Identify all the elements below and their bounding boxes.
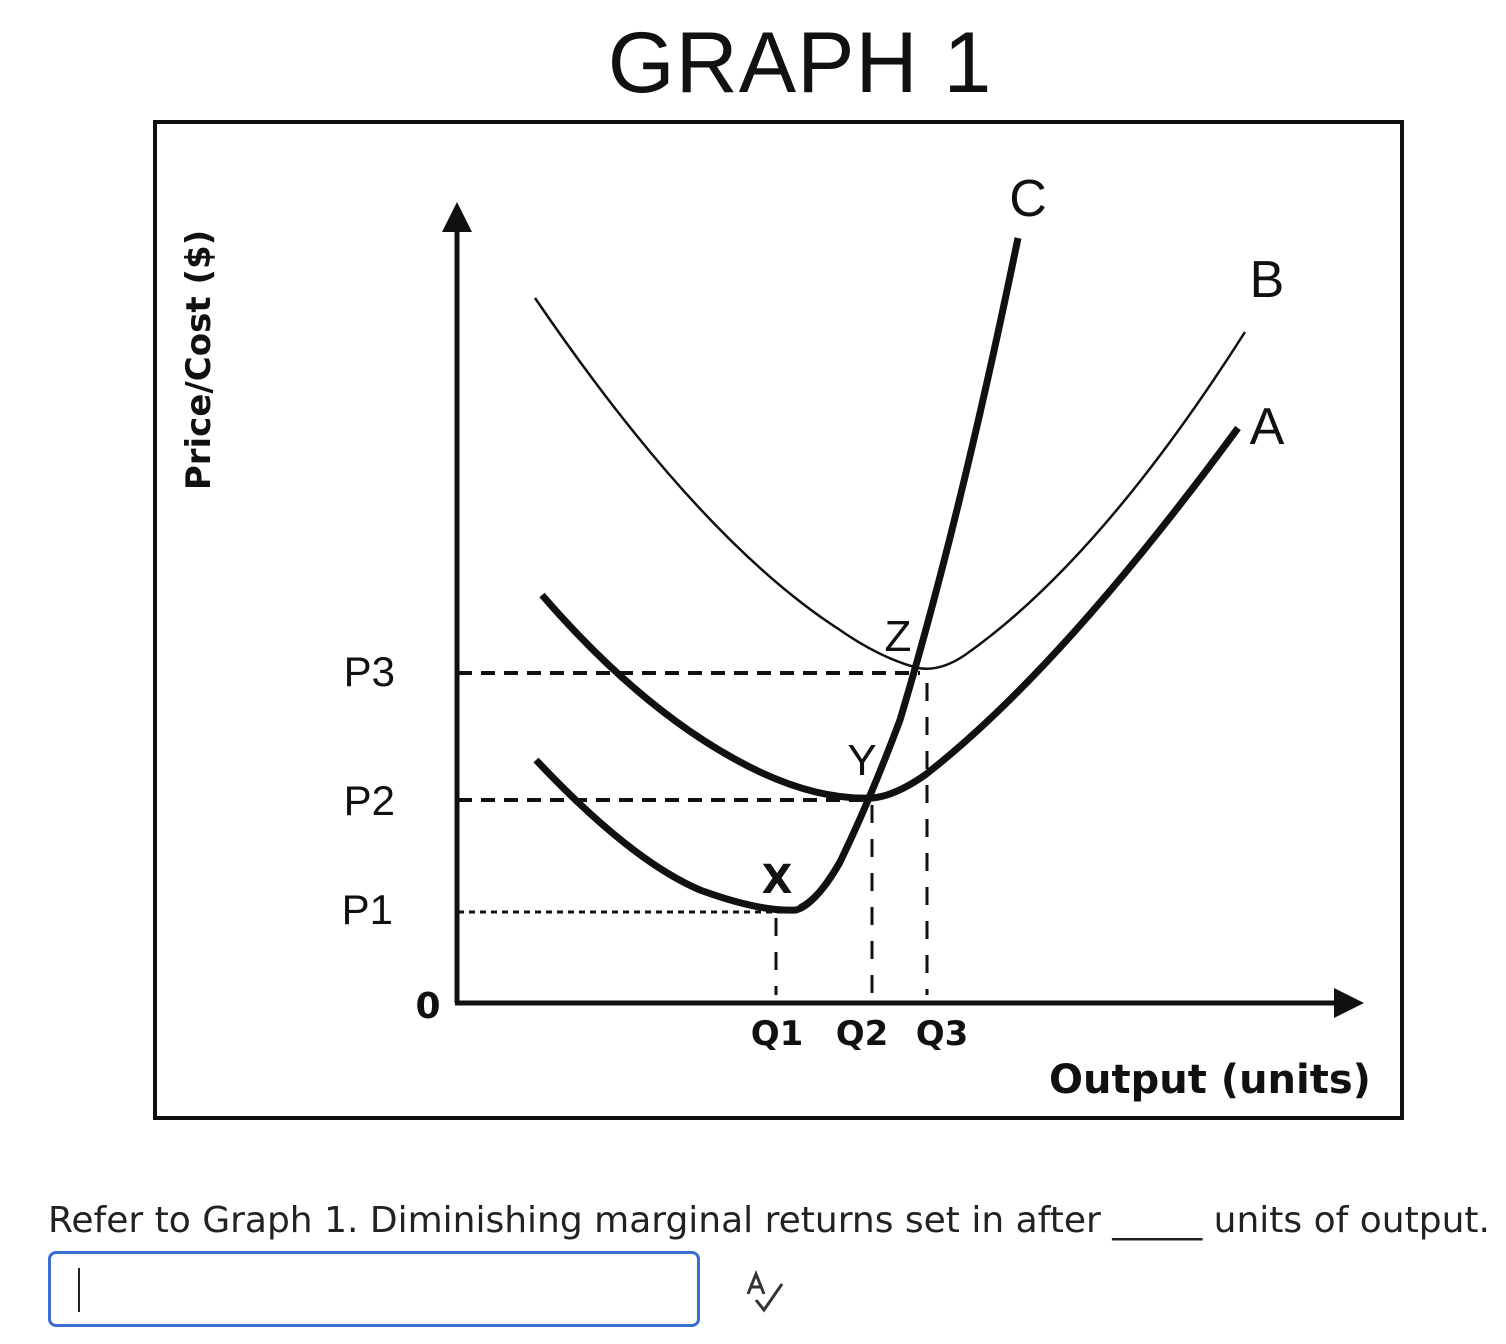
y-axis-label: Price/Cost ($) [179,230,219,490]
curve-label-b: B [1250,251,1285,309]
origin-label: 0 [415,986,440,1027]
cost-curves-chart: Price/Cost ($) 0 A B C X Y Z P1 P2 P3 Q1… [153,120,1404,1120]
x-tick-q1: Q1 [751,1014,804,1054]
question-text: Refer to Graph 1. Diminishing marginal r… [48,1200,1490,1241]
y-tick-p1: P1 [342,886,393,933]
y-tick-p3: P3 [344,648,395,695]
x-tick-q2: Q2 [836,1014,889,1054]
spell-check-icon[interactable] [742,1269,786,1314]
x-axis-label: Output (units) [1049,1057,1371,1103]
point-label-z: Z [885,612,912,661]
graph-title: GRAPH 1 [607,15,993,111]
point-label-x: X [762,857,793,903]
y-tick-p2: P2 [344,777,395,824]
chart-frame [153,120,1404,1120]
curve-label-a: A [1250,398,1285,456]
curve-c [798,237,1022,912]
point-label-y: Y [847,736,876,785]
curve-label-c: C [1009,170,1047,228]
text-cursor [78,1268,80,1312]
answer-input[interactable] [48,1251,700,1327]
x-tick-q3: Q3 [916,1014,969,1054]
